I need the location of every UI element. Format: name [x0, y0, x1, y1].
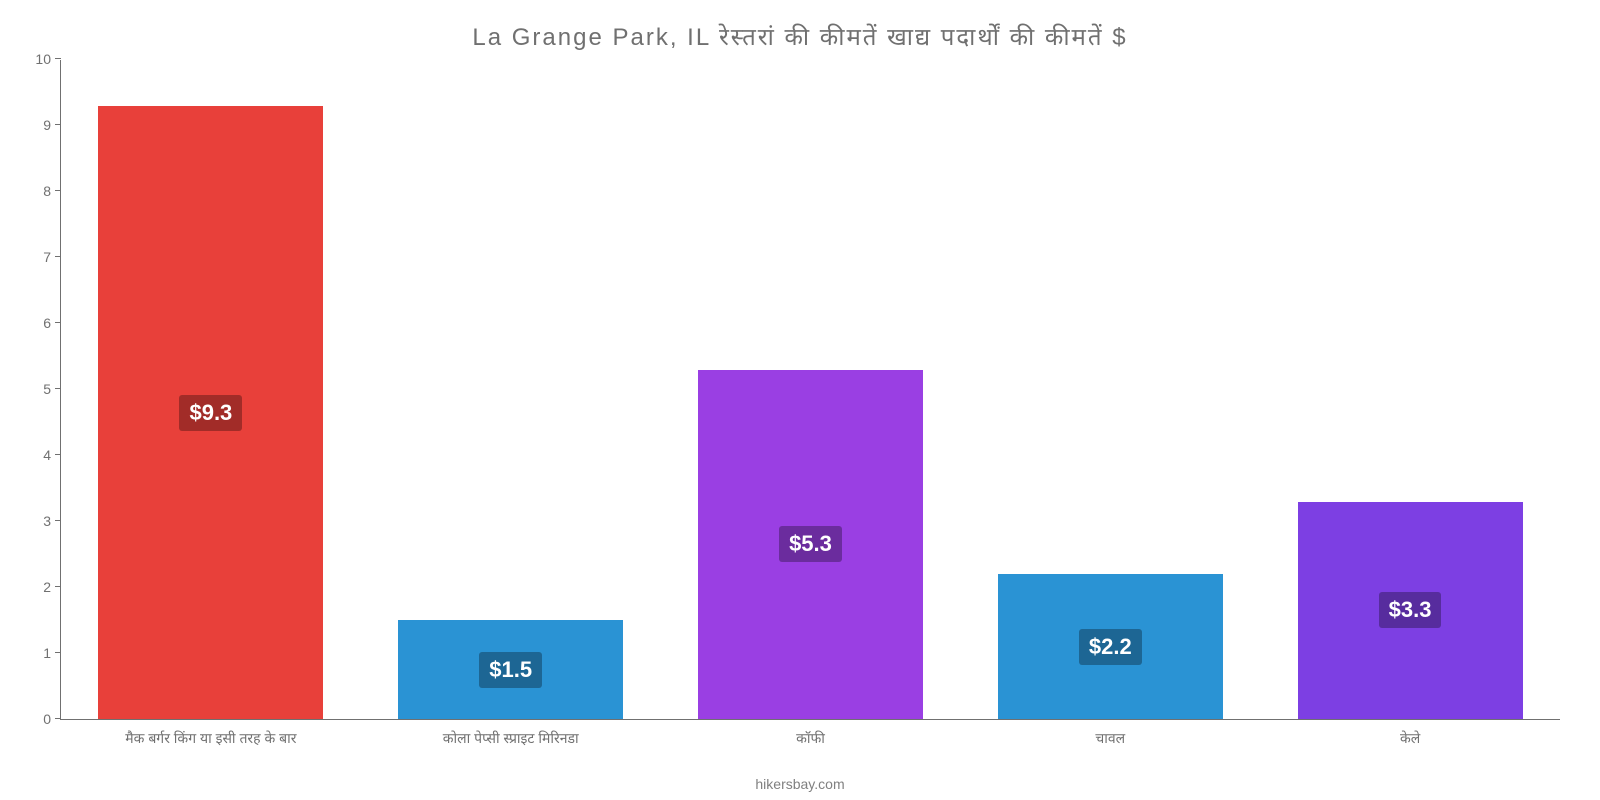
bar-value-label: $9.3 — [179, 395, 242, 431]
y-tick-label: 4 — [21, 447, 51, 463]
bar-value-label: $2.2 — [1079, 629, 1142, 665]
bar-group: $9.3मैक बर्गर किंग या इसी तरह के बार — [61, 60, 361, 719]
y-tick-label: 1 — [21, 645, 51, 661]
bar-group: $5.3कॉफी — [661, 60, 961, 719]
y-tick-mark — [55, 124, 61, 125]
y-tick-mark — [55, 586, 61, 587]
bar-value-label: $5.3 — [779, 526, 842, 562]
y-tick-mark — [55, 388, 61, 389]
bar: $9.3 — [98, 106, 323, 719]
y-tick-label: 8 — [21, 183, 51, 199]
bar-group: $1.5कोला पेप्सी स्प्राइट मिरिनडा — [361, 60, 661, 719]
y-tick-label: 6 — [21, 315, 51, 331]
x-axis-label: मैक बर्गर किंग या इसी तरह के बार — [125, 729, 296, 748]
bar: $1.5 — [398, 620, 623, 719]
x-axis-label: कोला पेप्सी स्प्राइट मिरिनडा — [443, 729, 579, 748]
y-tick-mark — [55, 190, 61, 191]
y-tick-label: 7 — [21, 249, 51, 265]
bar-value-label: $3.3 — [1379, 592, 1442, 628]
bar-group: $3.3केले — [1260, 60, 1560, 719]
price-chart: La Grange Park, IL रेस्तरां की कीमतें खा… — [0, 0, 1600, 800]
x-axis-label: चावल — [1095, 729, 1125, 748]
x-axis-label: केले — [1400, 729, 1420, 748]
bars-area: $9.3मैक बर्गर किंग या इसी तरह के बार$1.5… — [61, 60, 1560, 719]
y-tick-label: 5 — [21, 381, 51, 397]
y-tick-mark — [55, 454, 61, 455]
plot-area: $9.3मैक बर्गर किंग या इसी तरह के बार$1.5… — [60, 60, 1560, 720]
y-tick-mark — [55, 520, 61, 521]
chart-title: La Grange Park, IL रेस्तरां की कीमतें खा… — [0, 20, 1600, 53]
bar: $3.3 — [1298, 502, 1523, 719]
bar: $5.3 — [698, 370, 923, 719]
y-tick-mark — [55, 322, 61, 323]
bar-group: $2.2चावल — [960, 60, 1260, 719]
y-tick-label: 10 — [21, 51, 51, 67]
y-tick-label: 2 — [21, 579, 51, 595]
bar-value-label: $1.5 — [479, 652, 542, 688]
y-tick-mark — [55, 256, 61, 257]
bar: $2.2 — [998, 574, 1223, 719]
y-tick-mark — [55, 652, 61, 653]
y-tick-label: 3 — [21, 513, 51, 529]
chart-footer: hikersbay.com — [0, 776, 1600, 792]
y-tick-mark — [55, 718, 61, 719]
y-tick-label: 9 — [21, 117, 51, 133]
y-tick-label: 0 — [21, 711, 51, 727]
y-tick-mark — [55, 58, 61, 59]
x-axis-label: कॉफी — [796, 729, 825, 748]
